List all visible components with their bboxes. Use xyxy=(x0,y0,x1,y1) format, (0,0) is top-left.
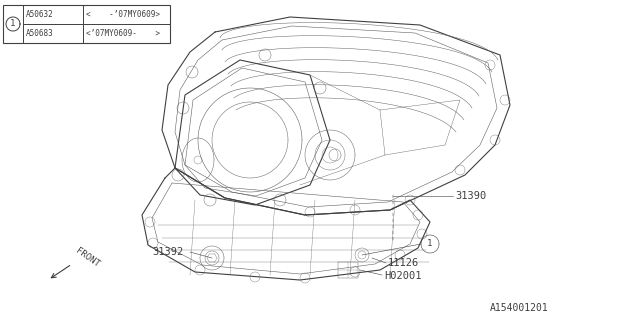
Text: 1: 1 xyxy=(428,239,433,249)
Text: <    -’07MY0609>: < -’07MY0609> xyxy=(86,10,160,19)
Text: A50683: A50683 xyxy=(26,29,54,38)
Text: <’07MY0609-    >: <’07MY0609- > xyxy=(86,29,160,38)
Text: 11126: 11126 xyxy=(388,258,419,268)
Text: 31392: 31392 xyxy=(152,247,183,257)
Text: 1: 1 xyxy=(10,20,16,28)
Text: FRONT: FRONT xyxy=(74,247,101,269)
Text: A50632: A50632 xyxy=(26,10,54,19)
Text: H02001: H02001 xyxy=(384,271,422,281)
Text: 31390: 31390 xyxy=(455,191,486,201)
Text: A154001201: A154001201 xyxy=(490,303,548,313)
Bar xyxy=(3,5,170,43)
